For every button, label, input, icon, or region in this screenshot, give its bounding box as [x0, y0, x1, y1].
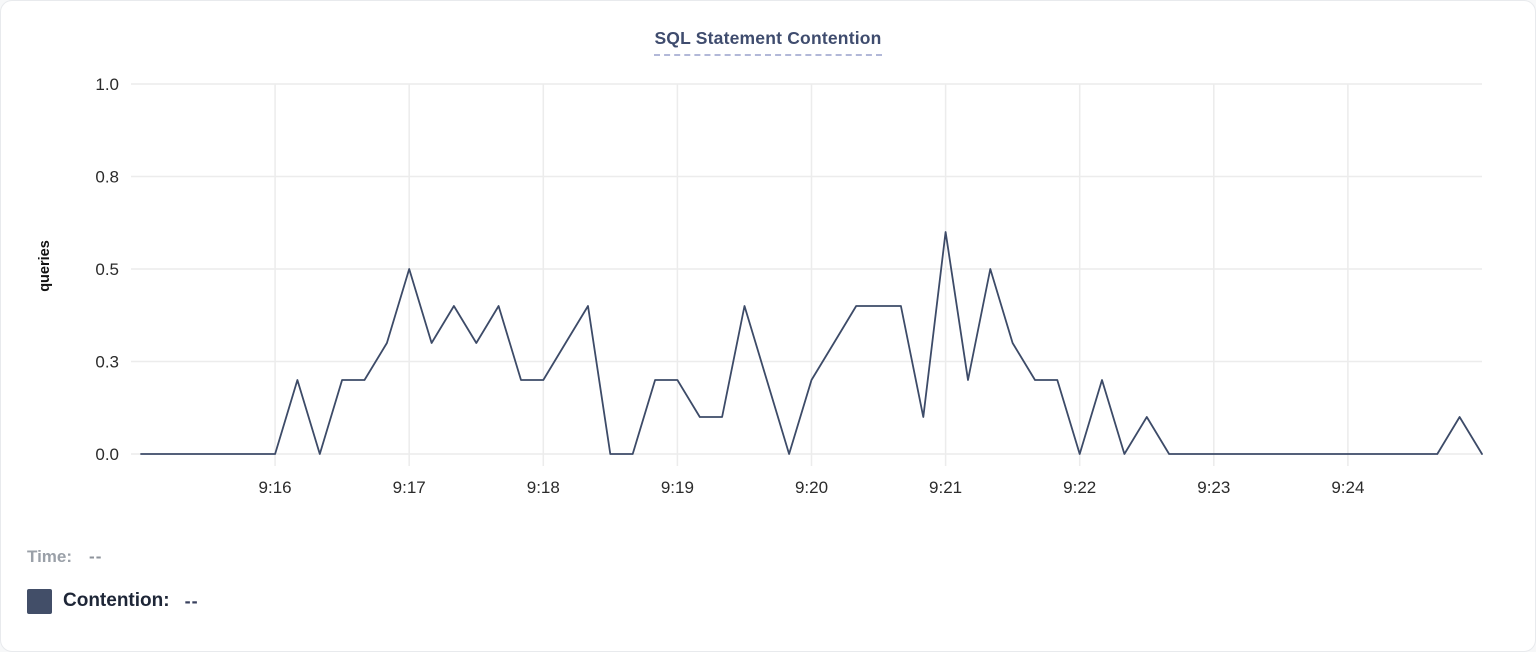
- contention-line: [140, 231, 1483, 455]
- x-tick-label: 9:21: [929, 478, 962, 497]
- x-tick-label: 9:20: [795, 478, 828, 497]
- chart-header: SQL Statement Contention: [1, 28, 1535, 56]
- legend-contention-value: --: [184, 590, 199, 611]
- x-tick-label: 9:23: [1197, 478, 1230, 497]
- x-tick-label: 9:24: [1331, 478, 1364, 497]
- y-tick-label: 0.0: [95, 445, 119, 464]
- legend-time-value: --: [89, 547, 103, 566]
- legend-time-label: Time:: [27, 547, 73, 566]
- contention-chart-svg[interactable]: 9:16 9:17 9:18 9:19 9:20 9:21 9:22 9:23 9:24 0.0 0…: [1, 1, 1536, 536]
- x-tick-label: 9:19: [661, 478, 694, 497]
- chart-legend: Time: -- Contention: --: [27, 542, 199, 617]
- legend-contention-label: Contention:: [63, 590, 170, 611]
- x-tick-label: 9:22: [1063, 478, 1096, 497]
- contention-series-swatch-icon: [27, 588, 52, 614]
- y-tick-label: 0.8: [95, 168, 119, 187]
- y-tick-label: 1.0: [95, 75, 119, 94]
- x-tick-label: 9:17: [393, 478, 426, 497]
- y-tick-label: 0.5: [95, 260, 119, 279]
- x-tick-label: 9:16: [259, 478, 292, 497]
- y-tick-label: 0.3: [95, 353, 119, 372]
- x-tick-label: 9:18: [527, 478, 560, 497]
- legend-contention-row: Contention: --: [27, 585, 199, 617]
- legend-time-row: Time: --: [27, 542, 199, 572]
- y-axis-label: queries: [37, 240, 53, 292]
- chart-title[interactable]: SQL Statement Contention: [654, 28, 882, 56]
- contention-chart[interactable]: 9:16 9:17 9:18 9:19 9:20 9:21 9:22 9:23 9:24 0.0 0…: [1, 1, 1536, 536]
